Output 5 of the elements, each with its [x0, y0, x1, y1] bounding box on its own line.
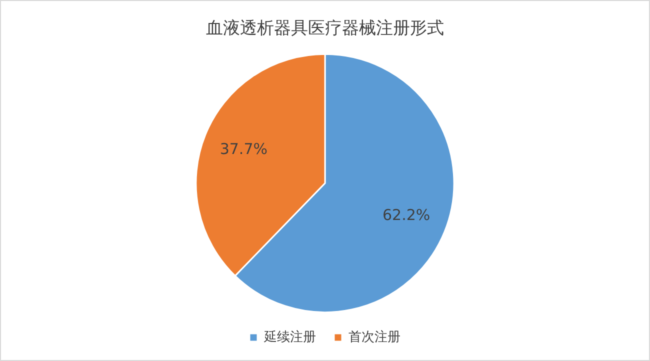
chart-title: 血液透析器具医疗器械注册形式: [206, 18, 444, 39]
legend-label: 延续注册: [263, 330, 316, 345]
data-label: 62.2%: [382, 206, 430, 224]
legend-label: 首次注册: [348, 330, 400, 345]
data-label: 37.7%: [220, 140, 268, 158]
